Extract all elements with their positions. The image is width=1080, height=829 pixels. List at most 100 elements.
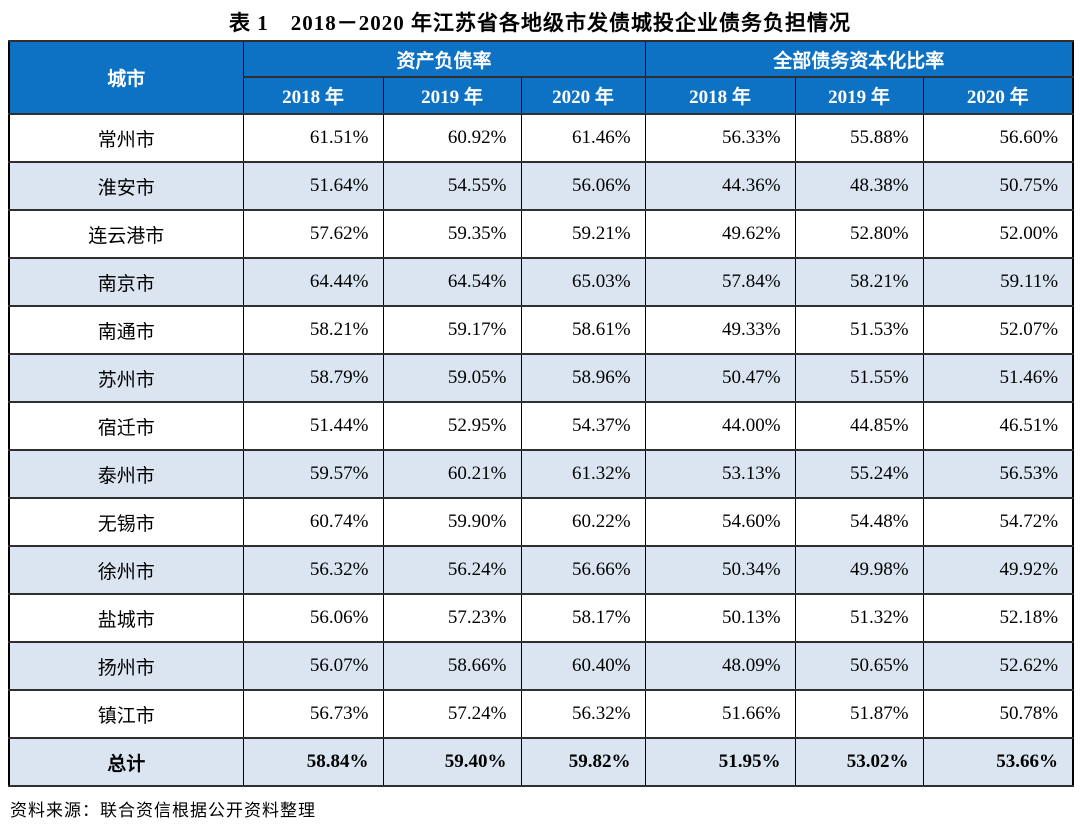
value-cell: 56.33%	[644, 113, 796, 163]
value-cell: 52.00%	[922, 209, 1074, 259]
value-cell: 54.72%	[922, 497, 1074, 547]
header-year-2018-alr: 2018 年	[242, 76, 384, 115]
value-cell: 51.44%	[242, 401, 384, 451]
city-cell: 苏州市	[8, 353, 244, 403]
value-cell: 59.35%	[382, 209, 522, 259]
header-debt-capitalization-ratio: 全部债务资本化比率	[644, 40, 1074, 78]
value-cell: 64.54%	[382, 257, 522, 307]
value-cell: 55.88%	[794, 113, 924, 163]
city-cell: 镇江市	[8, 689, 244, 739]
header-asset-liability-ratio: 资产负债率	[242, 40, 646, 78]
table-row: 苏州市 58.79% 59.05% 58.96% 50.47% 51.55% 51.46%	[8, 353, 1074, 403]
value-cell: 56.32%	[242, 545, 384, 595]
header-year-row: 2018 年 2019 年 2020 年 2018 年 2019 年 2020 …	[9, 76, 1074, 115]
value-cell: 59.21%	[520, 209, 646, 259]
value-cell: 57.84%	[644, 257, 796, 307]
value-cell: 57.24%	[382, 689, 522, 739]
value-cell: 56.53%	[922, 449, 1074, 499]
value-cell: 56.32%	[520, 689, 646, 739]
value-cell: 51.46%	[922, 353, 1074, 403]
city-cell: 泰州市	[8, 449, 244, 499]
table-row: 连云港市 57.62% 59.35% 59.21% 49.62% 52.80% 52.00%	[8, 209, 1074, 259]
value-cell: 50.34%	[644, 545, 796, 595]
value-cell: 59.57%	[242, 449, 384, 499]
value-cell: 51.66%	[644, 689, 796, 739]
value-cell: 50.75%	[922, 161, 1074, 211]
city-cell: 常州市	[8, 113, 244, 163]
value-cell: 55.24%	[794, 449, 924, 499]
value-cell: 56.66%	[520, 545, 646, 595]
value-cell: 52.62%	[922, 641, 1074, 691]
value-cell: 46.51%	[922, 401, 1074, 451]
value-cell: 49.62%	[644, 209, 796, 259]
value-cell: 57.23%	[382, 593, 522, 643]
value-cell: 53.13%	[644, 449, 796, 499]
header-year-2019-alr: 2019 年	[382, 76, 522, 115]
city-cell: 南通市	[8, 305, 244, 355]
table-title: 表 1 2018－2020 年江苏省各地级市发债城投企业债务负担情况	[229, 11, 851, 35]
value-cell: 56.06%	[242, 593, 384, 643]
value-cell: 54.60%	[644, 497, 796, 547]
header-year-2020-dcr: 2020 年	[922, 76, 1074, 115]
value-cell: 53.02%	[794, 737, 924, 787]
table-row: 宿迁市 51.44% 52.95% 54.37% 44.00% 44.85% 46.51%	[8, 401, 1074, 451]
value-cell: 51.95%	[644, 737, 796, 787]
city-cell: 宿迁市	[8, 401, 244, 451]
value-cell: 53.66%	[922, 737, 1074, 787]
table-row: 徐州市 56.32% 56.24% 56.66% 50.34% 49.98% 49.92%	[8, 545, 1074, 595]
value-cell: 54.37%	[520, 401, 646, 451]
value-cell: 59.11%	[922, 257, 1074, 307]
value-cell: 56.24%	[382, 545, 522, 595]
value-cell: 52.18%	[922, 593, 1074, 643]
value-cell: 61.51%	[242, 113, 384, 163]
value-cell: 59.40%	[382, 737, 522, 787]
value-cell: 44.36%	[644, 161, 796, 211]
city-cell: 无锡市	[8, 497, 244, 547]
table-row: 镇江市 56.73% 57.24% 56.32% 51.66% 51.87% 50.78%	[8, 689, 1074, 739]
value-cell: 51.32%	[794, 593, 924, 643]
value-cell: 49.98%	[794, 545, 924, 595]
value-cell: 54.55%	[382, 161, 522, 211]
city-cell: 连云港市	[8, 209, 244, 259]
table-row: 无锡市 60.74% 59.90% 60.22% 54.60% 54.48% 54.72%	[8, 497, 1074, 547]
value-cell: 64.44%	[242, 257, 384, 307]
value-cell: 65.03%	[520, 257, 646, 307]
header-year-2020-alr: 2020 年	[520, 76, 646, 115]
table-row: 淮安市 51.64% 54.55% 56.06% 44.36% 48.38% 50.75%	[8, 161, 1074, 211]
value-cell: 58.84%	[242, 737, 384, 787]
header-group-row: 城市 资产负债率 全部债务资本化比率	[8, 40, 1074, 115]
city-cell: 淮安市	[8, 161, 244, 211]
city-cell: 南京市	[8, 257, 244, 307]
value-cell: 51.64%	[242, 161, 384, 211]
source-note: 资料来源：联合资信根据公开资料整理	[10, 801, 316, 820]
city-cell: 总计	[8, 737, 244, 787]
table-row: 泰州市 59.57% 60.21% 61.32% 53.13% 55.24% 56.53%	[8, 449, 1074, 499]
value-cell: 56.06%	[520, 161, 646, 211]
value-cell: 52.80%	[794, 209, 924, 259]
value-cell: 58.79%	[242, 353, 384, 403]
value-cell: 61.46%	[520, 113, 646, 163]
total-row: 总计 58.84% 59.40% 59.82% 51.95% 53.02% 53.66%	[8, 737, 1074, 787]
table-row: 扬州市 56.07% 58.66% 60.40% 48.09% 50.65% 52.62%	[8, 641, 1074, 691]
value-cell: 60.92%	[382, 113, 522, 163]
value-cell: 50.78%	[922, 689, 1074, 739]
city-cell: 扬州市	[8, 641, 244, 691]
value-cell: 57.62%	[242, 209, 384, 259]
table-body: 常州市 61.51% 60.92% 61.46% 56.33% 55.88% 56.60% 淮…	[8, 113, 1074, 787]
city-cell: 盐城市	[8, 593, 244, 643]
value-cell: 58.21%	[794, 257, 924, 307]
value-cell: 60.21%	[382, 449, 522, 499]
header-city: 城市	[8, 40, 244, 115]
value-cell: 54.48%	[794, 497, 924, 547]
value-cell: 58.66%	[382, 641, 522, 691]
debt-burden-table: 城市 资产负债率 全部债务资本化比率 2018 年 2019 年 2020 年 …	[8, 40, 1075, 787]
value-cell: 59.17%	[382, 305, 522, 355]
value-cell: 59.90%	[382, 497, 522, 547]
value-cell: 58.17%	[520, 593, 646, 643]
value-cell: 50.65%	[794, 641, 924, 691]
value-cell: 51.87%	[794, 689, 924, 739]
table-row: 南通市 58.21% 59.17% 58.61% 49.33% 51.53% 52.07%	[8, 305, 1074, 355]
city-cell: 徐州市	[8, 545, 244, 595]
table-header: 城市 资产负债率 全部债务资本化比率 2018 年 2019 年 2020 年 …	[8, 40, 1074, 115]
